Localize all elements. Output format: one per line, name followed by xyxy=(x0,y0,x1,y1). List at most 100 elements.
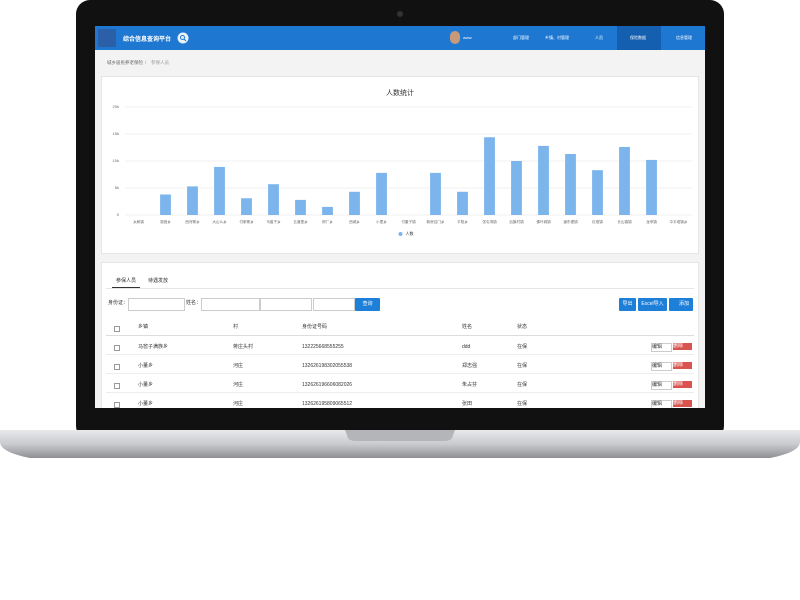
cell: 小董乡 xyxy=(138,382,154,388)
cell: 132225668555255 xyxy=(302,344,344,350)
column-header: 状态 xyxy=(517,324,528,330)
edit-button sm[interactable]: 编辑 xyxy=(651,343,672,352)
cell: 蒋庄头村 xyxy=(233,344,254,350)
checkbox[interactable] xyxy=(114,364,120,370)
cell: 河庄 xyxy=(233,363,244,369)
column-header: 姓名 xyxy=(462,324,473,330)
delete-button sm[interactable]: 删除 xyxy=(673,362,692,369)
y-tick-label: 15k xyxy=(113,131,119,136)
top-nav: 综合信息查询平台 www 部门管理 乡镇、村管理 人员 保险数据 信息管理 xyxy=(95,26,705,50)
chart: 人数统计 0 5k 10k 15k 20k 太和镇 观音乡 西河寨乡 大山么乡 付家寨乡 马窖子乡 五… xyxy=(113,88,692,236)
name-input[interactable] xyxy=(201,298,260,311)
nav-item[interactable]: 乡镇、村管理 xyxy=(545,35,569,40)
y-tick-label: 0 xyxy=(117,212,120,217)
table-panel: 参保人员 待遇发放 身份证： 姓名： 查询 导出 Excel导入 添加 乡镇 村 身… xyxy=(101,262,699,408)
x-tick-label: 太和镇 xyxy=(133,219,144,224)
user-name[interactable]: www xyxy=(463,35,472,40)
bar xyxy=(619,146,630,215)
nav-item[interactable]: 人员 xyxy=(595,35,603,40)
delete-button sm[interactable]: 删除 xyxy=(673,343,692,350)
x-tick-label: 龙甲镇 xyxy=(646,219,657,224)
bar xyxy=(349,191,360,215)
y-tick-label: 5k xyxy=(115,185,119,190)
x-tick-label: 西河寨乡 xyxy=(185,219,200,224)
chart-panel: 人数统计 0 5k 10k 15k 20k 太和镇 观音乡 西河寨乡 大山么乡 付家寨乡 马窖子乡 五… xyxy=(101,76,699,254)
select[interactable] xyxy=(313,298,355,311)
screen: 综合信息查询平台 www 部门管理 乡镇、村管理 人员 保险数据 信息管理 城乡… xyxy=(95,26,705,408)
x-tick-label: 道东堤镇 xyxy=(563,219,578,224)
bar xyxy=(160,194,171,215)
cell: 朱占芬 xyxy=(462,382,478,388)
y-tick-label: 10k xyxy=(113,158,119,163)
button[interactable]: Excel导入 xyxy=(638,298,667,311)
id-input[interactable] xyxy=(128,298,185,311)
edit-button sm[interactable]: 编辑 xyxy=(651,362,672,371)
filter-label: 身份证： xyxy=(108,300,129,306)
nav-item[interactable]: 部门管理 xyxy=(513,35,529,40)
tab[interactable]: 参保人员 xyxy=(116,278,137,284)
bar xyxy=(457,191,468,215)
x-tick-label: 邢厂乡 xyxy=(322,219,333,224)
breadcrumb-sep: / xyxy=(145,60,147,65)
cell: 132626195809065512 xyxy=(302,401,353,407)
column-header: 身份证号码 xyxy=(302,324,328,330)
select[interactable] xyxy=(260,298,312,311)
button[interactable]: 导出 xyxy=(619,298,636,311)
checkbox[interactable] xyxy=(114,326,120,332)
x-tick-label: 观音乡 xyxy=(160,219,171,224)
legend-label: 人数 xyxy=(406,230,414,236)
search-button[interactable]: 查询 xyxy=(355,298,380,311)
column-header: 乡镇 xyxy=(138,324,149,330)
bar xyxy=(214,166,225,215)
delete-button sm[interactable]: 删除 xyxy=(673,381,692,388)
edit-button sm[interactable]: 编辑 xyxy=(651,381,672,390)
row-border xyxy=(106,373,694,374)
bar xyxy=(268,184,279,215)
logo xyxy=(98,29,116,47)
checkbox[interactable] xyxy=(114,402,120,408)
x-tick-label: 长山镇镇 xyxy=(617,219,632,224)
cell: 小董乡 xyxy=(138,401,154,407)
cell: 132626198302055538 xyxy=(302,363,353,369)
cell: 小董乡 xyxy=(138,363,154,369)
column-header: 村 xyxy=(233,324,239,330)
x-tick-label: 付家寨乡 xyxy=(239,219,254,224)
nav-active-bg xyxy=(617,26,661,50)
x-tick-label: 中平塔镇乡 xyxy=(670,219,688,224)
bar xyxy=(565,153,576,215)
cell: 马窖子满族乡 xyxy=(138,344,169,350)
x-tick-label: 付董子镇 xyxy=(401,219,416,224)
cell: 132626196606082026 xyxy=(302,382,353,388)
x-tick-label: 西城乡 xyxy=(349,219,360,224)
cell: 河庄 xyxy=(233,382,244,388)
x-tick-label: 五道堡乡 xyxy=(293,219,308,224)
cell: 张田 xyxy=(462,401,473,407)
nav-item[interactable]: 保险数据 xyxy=(630,35,646,40)
cell: 郑志强 xyxy=(462,363,478,369)
bar xyxy=(322,206,333,215)
checkbox[interactable] xyxy=(114,383,120,389)
edit-button sm[interactable]: 编辑 xyxy=(651,400,672,408)
button[interactable]: 添加 xyxy=(669,298,693,311)
x-tick-label: 张屯湾镇 xyxy=(482,219,497,224)
tab[interactable]: 待遇发放 xyxy=(148,278,169,284)
tab-underline xyxy=(112,287,140,288)
x-tick-label: 后旗村镇 xyxy=(509,219,524,224)
checkbox[interactable] xyxy=(114,345,120,351)
header-border xyxy=(106,335,694,336)
cell: 河庄 xyxy=(233,401,244,407)
breadcrumb-item: 参保人员 xyxy=(151,60,169,65)
app-title: 综合信息查询平台 xyxy=(123,37,172,43)
breadcrumb-item[interactable]: 城乡居民养老保险 xyxy=(107,60,143,65)
cell: 在保 xyxy=(517,382,528,388)
search-icon[interactable] xyxy=(177,32,189,44)
row-border xyxy=(106,392,694,393)
bar xyxy=(241,198,252,215)
nav-item[interactable]: 信息管理 xyxy=(676,35,692,40)
bar xyxy=(592,170,603,215)
legend-swatch xyxy=(398,232,403,236)
y-tick-label: 20k xyxy=(113,104,119,109)
delete-button sm[interactable]: 删除 xyxy=(673,400,692,407)
chart-title: 人数统计 xyxy=(386,88,414,97)
